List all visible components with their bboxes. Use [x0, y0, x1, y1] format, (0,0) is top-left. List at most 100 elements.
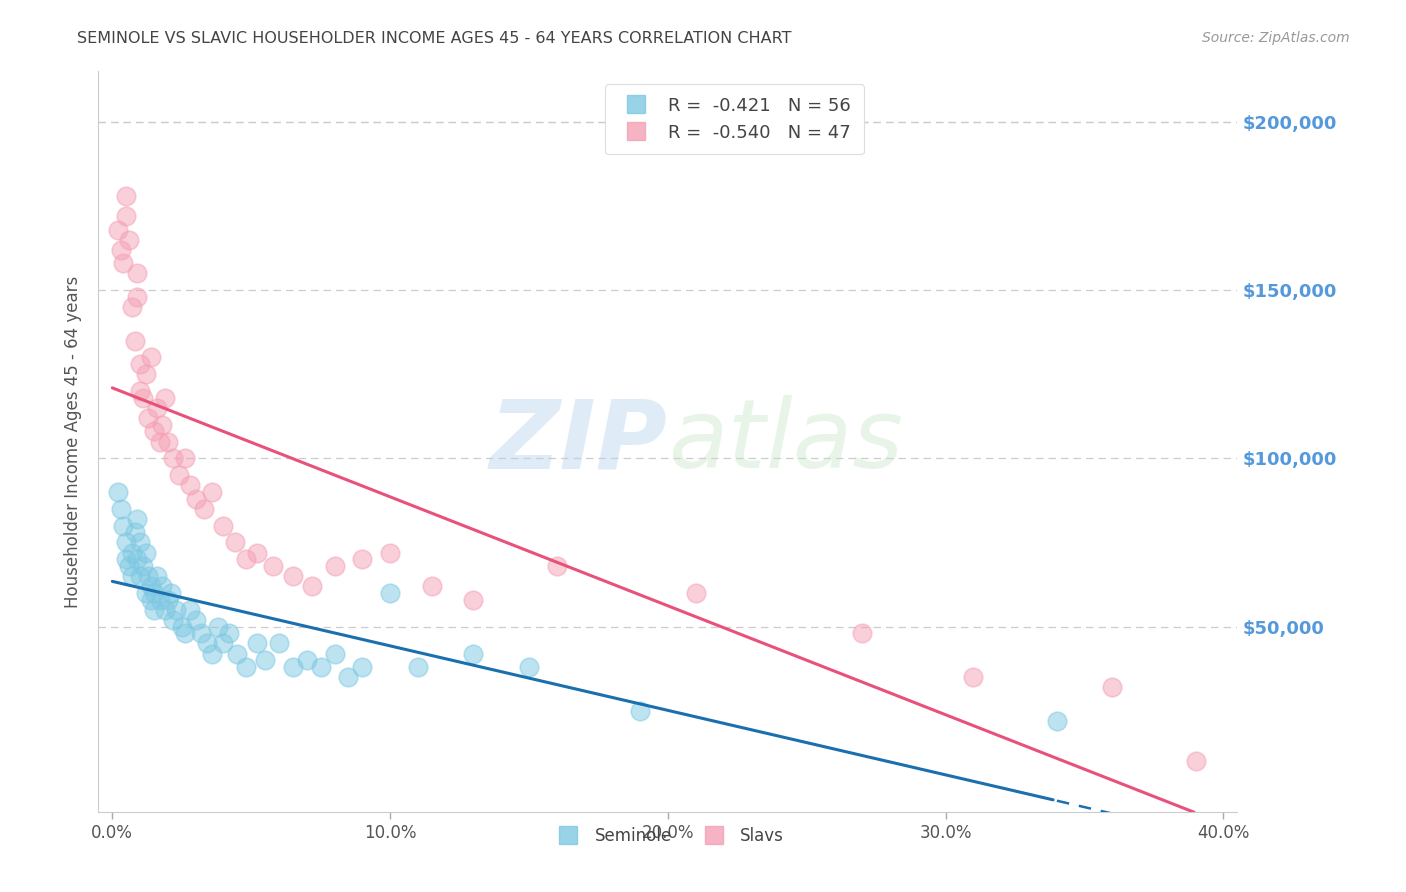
Point	[628, 704, 651, 718]
Point	[201, 485, 224, 500]
Point	[167, 468, 190, 483]
Point	[156, 592, 179, 607]
Point	[156, 434, 179, 449]
Point	[162, 451, 184, 466]
Point	[135, 586, 157, 600]
Point	[115, 535, 138, 549]
Point	[463, 592, 485, 607]
Point	[337, 670, 360, 684]
Point	[173, 451, 195, 466]
Point	[129, 535, 152, 549]
Point	[218, 626, 240, 640]
Point	[851, 626, 873, 640]
Point	[141, 351, 163, 365]
Point	[141, 579, 163, 593]
Point	[246, 636, 269, 650]
Point	[121, 569, 143, 583]
Point	[1101, 680, 1123, 694]
Point	[115, 209, 138, 223]
Point	[1046, 714, 1069, 728]
Point	[195, 636, 218, 650]
Point	[184, 613, 207, 627]
Point	[115, 552, 138, 566]
Point	[281, 569, 304, 583]
Point	[121, 300, 143, 314]
Point	[121, 546, 143, 560]
Point	[118, 233, 141, 247]
Point	[190, 626, 212, 640]
Point	[107, 222, 129, 236]
Point	[463, 647, 485, 661]
Point	[124, 334, 146, 348]
Point	[295, 653, 318, 667]
Point	[323, 559, 346, 574]
Point	[145, 401, 167, 415]
Point	[179, 603, 201, 617]
Text: atlas: atlas	[668, 395, 903, 488]
Point	[153, 603, 176, 617]
Point	[110, 243, 132, 257]
Point	[148, 434, 170, 449]
Point	[135, 368, 157, 382]
Point	[127, 266, 149, 280]
Point	[212, 636, 235, 650]
Point	[138, 411, 160, 425]
Point	[352, 660, 374, 674]
Point	[254, 653, 277, 667]
Point	[309, 660, 332, 674]
Point	[148, 592, 170, 607]
Point	[420, 579, 443, 593]
Point	[301, 579, 323, 593]
Text: SEMINOLE VS SLAVIC HOUSEHOLDER INCOME AGES 45 - 64 YEARS CORRELATION CHART: SEMINOLE VS SLAVIC HOUSEHOLDER INCOME AG…	[77, 31, 792, 46]
Point	[107, 485, 129, 500]
Point	[246, 546, 269, 560]
Point	[212, 518, 235, 533]
Point	[378, 586, 401, 600]
Point	[193, 501, 215, 516]
Point	[143, 586, 166, 600]
Point	[170, 620, 193, 634]
Point	[165, 603, 187, 617]
Point	[406, 660, 429, 674]
Point	[685, 586, 707, 600]
Point	[129, 569, 152, 583]
Point	[159, 586, 181, 600]
Point	[145, 569, 167, 583]
Y-axis label: Householder Income Ages 45 - 64 years: Householder Income Ages 45 - 64 years	[65, 276, 83, 607]
Point	[267, 636, 290, 650]
Point	[141, 592, 163, 607]
Point	[378, 546, 401, 560]
Point	[207, 620, 229, 634]
Point	[143, 425, 166, 439]
Point	[201, 647, 224, 661]
Point	[173, 626, 195, 640]
Point	[150, 579, 173, 593]
Point	[352, 552, 374, 566]
Point	[124, 525, 146, 540]
Point	[135, 546, 157, 560]
Point	[129, 384, 152, 398]
Point	[132, 391, 155, 405]
Point	[281, 660, 304, 674]
Point	[517, 660, 540, 674]
Point	[110, 501, 132, 516]
Point	[546, 559, 568, 574]
Point	[132, 559, 155, 574]
Point	[235, 660, 257, 674]
Point	[235, 552, 257, 566]
Point	[323, 647, 346, 661]
Point	[184, 491, 207, 506]
Point	[127, 512, 149, 526]
Point	[224, 535, 246, 549]
Point	[112, 256, 135, 270]
Point	[179, 478, 201, 492]
Point	[129, 357, 152, 371]
Point	[115, 189, 138, 203]
Point	[127, 290, 149, 304]
Text: ZIP: ZIP	[489, 395, 668, 488]
Point	[150, 417, 173, 432]
Point	[1184, 754, 1206, 768]
Point	[962, 670, 984, 684]
Point	[143, 603, 166, 617]
Point	[226, 647, 249, 661]
